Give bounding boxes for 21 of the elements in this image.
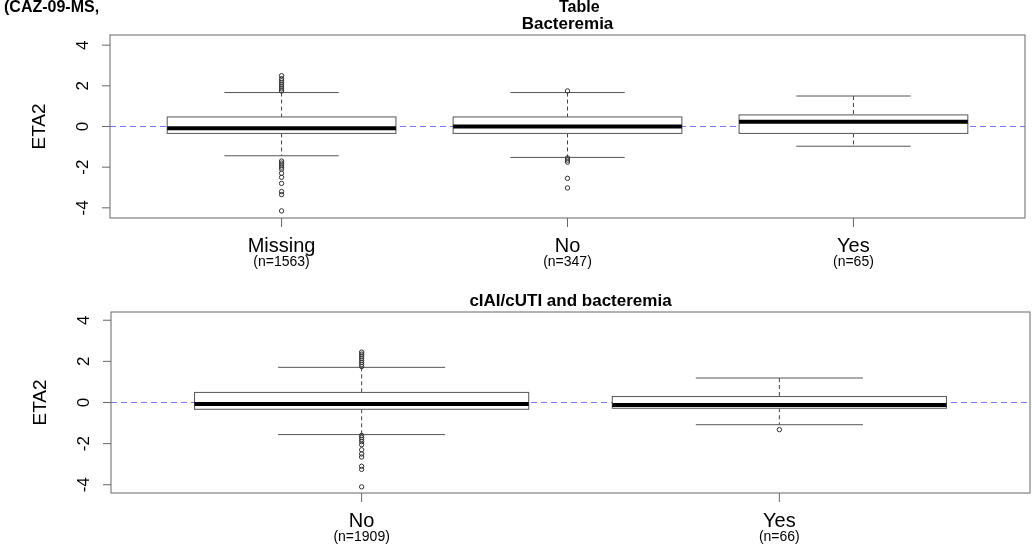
text: (CAZ-09-MS, — [4, 0, 100, 15]
y-axis-title: ETA2 — [28, 103, 49, 150]
x-tick-label: Missing (n=1563) — [247, 234, 316, 269]
y-tick-label: 0 — [74, 397, 93, 408]
x-tick-label: No (n=1909) — [333, 509, 390, 544]
y-tick-label: 2 — [74, 356, 93, 367]
x-tick-label: Yes (n=66) — [758, 509, 800, 544]
y-tick-label: 2 — [73, 81, 92, 91]
text: Table — [559, 0, 600, 15]
y-tick-label: 0 — [73, 121, 92, 132]
y-axis-title: ETA2 — [29, 379, 50, 426]
x-tick-label: No (n=347) — [543, 234, 592, 269]
x-tick-label: Yes (n=65) — [833, 234, 874, 269]
y-tick-label: -2 — [73, 159, 92, 175]
y-tick-label: -2 — [74, 436, 93, 452]
y-tick-label: -4 — [73, 200, 92, 216]
y-tick-label: -4 — [74, 477, 93, 493]
chart-title: cIAI/cUTI and bacteremia — [469, 291, 673, 310]
y-tick-label: 4 — [74, 315, 93, 325]
chart-title: Bacteremia — [521, 14, 614, 33]
y-tick-label: 4 — [73, 40, 92, 50]
